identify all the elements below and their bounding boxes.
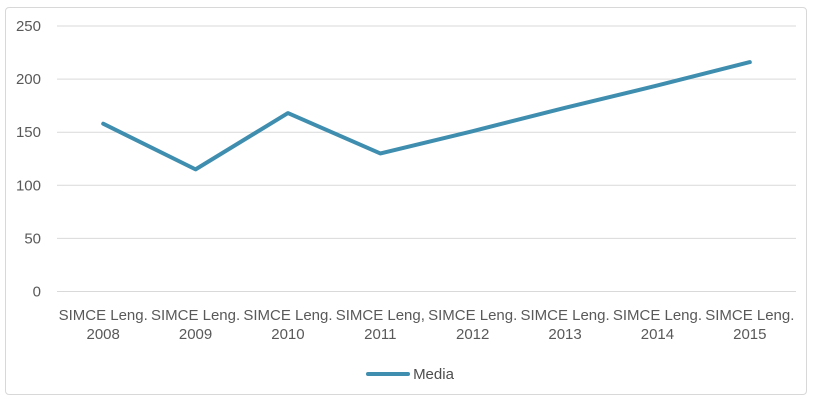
x-axis-category-label: SIMCE Leng. bbox=[705, 307, 794, 324]
chart-frame-border bbox=[5, 7, 807, 395]
y-axis-tick-label: 200 bbox=[16, 71, 41, 88]
y-axis-tick-label: 250 bbox=[16, 18, 41, 35]
y-axis-tick-label: 50 bbox=[24, 230, 41, 247]
x-axis-category-label: SIMCE Leng. bbox=[151, 307, 240, 324]
x-axis-category-year-label: 2011 bbox=[364, 326, 396, 343]
x-axis-category-label: SIMCE Leng. bbox=[520, 307, 609, 324]
x-axis-category-label: SIMCE Leng. bbox=[243, 307, 332, 324]
chart-legend[interactable]: Media bbox=[0, 364, 820, 384]
legend-series-label: Media bbox=[413, 365, 454, 383]
x-axis-category-year-label: 2008 bbox=[87, 326, 120, 343]
x-axis-category-year-label: 2013 bbox=[548, 326, 581, 343]
x-axis-category-label: SIMCE Leng. bbox=[613, 307, 702, 324]
x-axis-category-label: SIMCE Leng, bbox=[336, 307, 425, 324]
y-axis-tick-label: 100 bbox=[16, 177, 41, 194]
x-axis-category-year-label: 2015 bbox=[733, 326, 766, 343]
x-axis-category-year-label: 2012 bbox=[456, 326, 489, 343]
x-axis-category-year-label: 2014 bbox=[641, 326, 674, 343]
x-axis-category-year-label: 2010 bbox=[271, 326, 304, 343]
x-axis-category-label: SIMCE Leng. bbox=[428, 307, 517, 324]
x-axis-category-year-label: 2009 bbox=[179, 326, 212, 343]
y-axis-tick-label: 150 bbox=[16, 124, 41, 141]
x-axis-category-label: SIMCE Leng. bbox=[59, 307, 148, 324]
series-line-media[interactable] bbox=[101, 60, 752, 172]
legend-line-swatch bbox=[366, 372, 411, 376]
y-axis-tick-label: 0 bbox=[33, 284, 41, 301]
